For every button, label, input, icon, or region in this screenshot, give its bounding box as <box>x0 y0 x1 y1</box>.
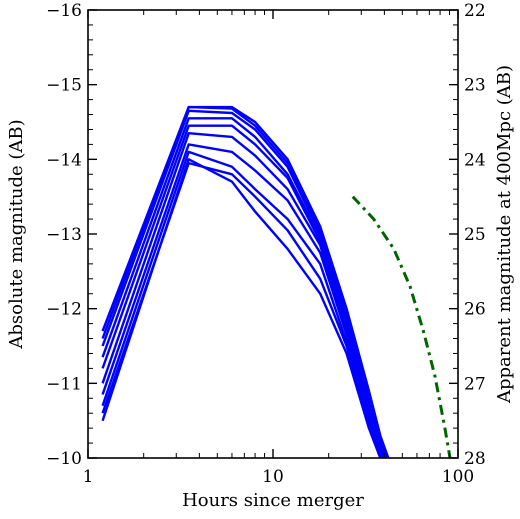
y-tick-label: −12 <box>46 300 82 320</box>
y-tick-label: −15 <box>46 76 82 96</box>
reference-layer <box>351 195 452 458</box>
y-right-tick-label: 26 <box>464 300 486 320</box>
y-axis-right-title: Apparent magnitude at 400Mpc (AB) <box>494 65 515 404</box>
y-right-tick-label: 24 <box>464 150 486 170</box>
labels-layer: 1 10 100 −16 −15 −14 −13 −12 −11 −10 22 23 24 25 26 27 2… <box>46 1 486 487</box>
x-tick-label: 100 <box>442 467 474 487</box>
y-right-tick-label: 28 <box>464 449 486 469</box>
y-right-tick-label: 22 <box>464 1 486 21</box>
y-right-tick-label: 27 <box>464 374 486 394</box>
y-right-tick-label: 25 <box>464 225 486 245</box>
y-tick-label: −13 <box>46 225 82 245</box>
x-tick-label: 10 <box>262 467 284 487</box>
y-right-tick-label: 23 <box>464 76 486 96</box>
y-tick-label: −16 <box>46 1 82 21</box>
series-line-10 <box>101 158 382 458</box>
x-axis-title: Hours since merger <box>182 490 364 511</box>
y-tick-label: −10 <box>46 449 82 469</box>
series-layer <box>101 105 390 458</box>
y-tick-label: −11 <box>46 374 82 394</box>
y-tick-label: −14 <box>46 150 82 170</box>
ticks-layer <box>87 9 459 459</box>
y-axis-title: Absolute magnitude (AB) <box>6 119 27 349</box>
reference-curve <box>351 195 452 458</box>
x-tick-label: 1 <box>83 467 94 487</box>
